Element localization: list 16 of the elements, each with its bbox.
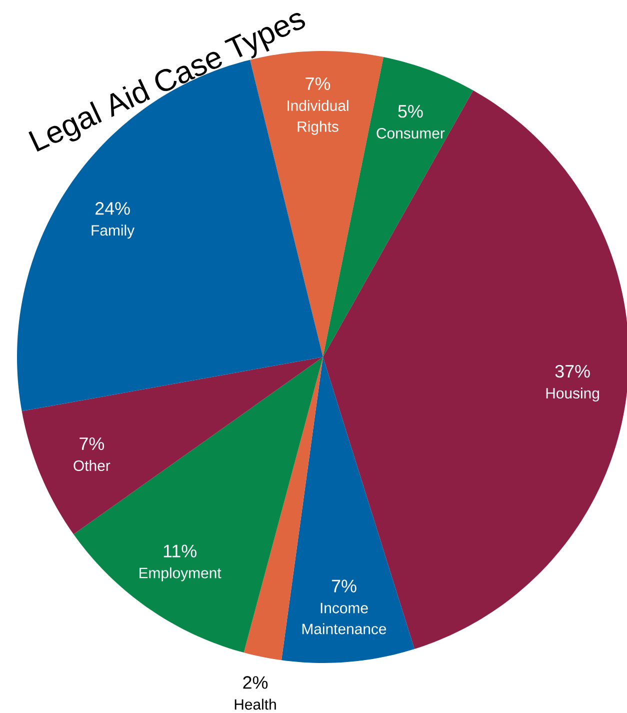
data-label: 5%	[398, 105, 423, 118]
slice-label: Individual Rights	[288, 100, 348, 135]
slice-label: Health	[234, 698, 276, 710]
slice-label: Consumer	[376, 128, 445, 139]
slice-label: Employment	[139, 567, 222, 582]
slice-label: Income Maintenance	[302, 602, 386, 634]
slice-label: Housing	[546, 388, 599, 402]
slice-label: Family	[92, 224, 135, 239]
data-label: 24%	[96, 202, 130, 215]
data-label: 7%	[306, 77, 330, 90]
slice-label: Other	[74, 460, 110, 471]
data-label: 2%	[243, 676, 268, 689]
data-label: 37%	[555, 364, 590, 378]
data-label: 7%	[332, 580, 356, 592]
data-label: 7%	[80, 437, 104, 450]
data-label: 11%	[164, 544, 196, 558]
